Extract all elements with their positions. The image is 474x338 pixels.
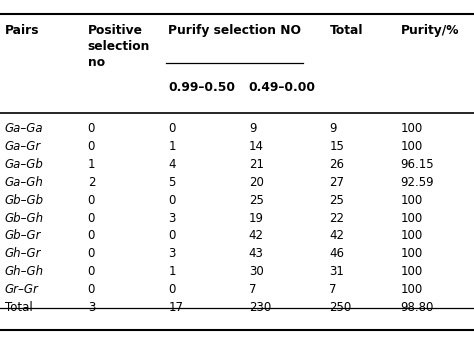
Text: 100: 100 — [401, 194, 423, 207]
Text: 31: 31 — [329, 265, 344, 278]
Text: 0: 0 — [88, 122, 95, 135]
Text: 0: 0 — [88, 230, 95, 242]
Text: 100: 100 — [401, 140, 423, 153]
Text: 0: 0 — [168, 122, 176, 135]
Text: 100: 100 — [401, 122, 423, 135]
Text: Ga–Gr: Ga–Gr — [5, 140, 41, 153]
Text: 98.80: 98.80 — [401, 301, 434, 314]
Text: 21: 21 — [249, 158, 264, 171]
Text: 0: 0 — [88, 212, 95, 224]
Text: Total: Total — [329, 24, 363, 37]
Text: 0: 0 — [88, 194, 95, 207]
Text: 7: 7 — [329, 283, 337, 296]
Text: 0: 0 — [168, 283, 176, 296]
Text: Gb–Gh: Gb–Gh — [5, 212, 44, 224]
Text: 1: 1 — [88, 158, 95, 171]
Text: 20: 20 — [249, 176, 264, 189]
Text: 9: 9 — [249, 122, 256, 135]
Text: 3: 3 — [88, 301, 95, 314]
Text: 0.99–0.50: 0.99–0.50 — [168, 81, 235, 94]
Text: 0.49–0.00: 0.49–0.00 — [249, 81, 316, 94]
Text: 14: 14 — [249, 140, 264, 153]
Text: 26: 26 — [329, 158, 345, 171]
Text: 22: 22 — [329, 212, 345, 224]
Text: Positive
selection
no: Positive selection no — [88, 24, 150, 69]
Text: 0: 0 — [168, 230, 176, 242]
Text: 0: 0 — [168, 194, 176, 207]
Text: 27: 27 — [329, 176, 345, 189]
Text: 0: 0 — [88, 247, 95, 260]
Text: 3: 3 — [168, 247, 176, 260]
Text: 30: 30 — [249, 265, 264, 278]
Text: 19: 19 — [249, 212, 264, 224]
Text: Ga–Gh: Ga–Gh — [5, 176, 44, 189]
Text: 15: 15 — [329, 140, 344, 153]
Text: 25: 25 — [249, 194, 264, 207]
Text: 1: 1 — [168, 140, 176, 153]
Text: 250: 250 — [329, 301, 352, 314]
Text: 3: 3 — [168, 212, 176, 224]
Text: Gb–Gr: Gb–Gr — [5, 230, 41, 242]
Text: 9: 9 — [329, 122, 337, 135]
Text: 7: 7 — [249, 283, 256, 296]
Text: Gb–Gb: Gb–Gb — [5, 194, 44, 207]
Text: Purify selection NO: Purify selection NO — [168, 24, 301, 37]
Text: Ga–Ga: Ga–Ga — [5, 122, 43, 135]
Text: 0: 0 — [88, 265, 95, 278]
Text: 4: 4 — [168, 158, 176, 171]
Text: 0: 0 — [88, 140, 95, 153]
Text: 1: 1 — [168, 265, 176, 278]
Text: Ga–Gb: Ga–Gb — [5, 158, 44, 171]
Text: 100: 100 — [401, 265, 423, 278]
Text: 230: 230 — [249, 301, 271, 314]
Text: 42: 42 — [329, 230, 345, 242]
Text: 43: 43 — [249, 247, 264, 260]
Text: Gr–Gr: Gr–Gr — [5, 283, 38, 296]
Text: 46: 46 — [329, 247, 345, 260]
Text: 92.59: 92.59 — [401, 176, 434, 189]
Text: Pairs: Pairs — [5, 24, 39, 37]
Text: 96.15: 96.15 — [401, 158, 434, 171]
Text: 100: 100 — [401, 283, 423, 296]
Text: Gh–Gr: Gh–Gr — [5, 247, 41, 260]
Text: Purity/%: Purity/% — [401, 24, 459, 37]
Text: 17: 17 — [168, 301, 183, 314]
Text: 5: 5 — [168, 176, 176, 189]
Text: 25: 25 — [329, 194, 344, 207]
Text: 100: 100 — [401, 212, 423, 224]
Text: 100: 100 — [401, 230, 423, 242]
Text: 42: 42 — [249, 230, 264, 242]
Text: 100: 100 — [401, 247, 423, 260]
Text: Gh–Gh: Gh–Gh — [5, 265, 44, 278]
Text: Total: Total — [5, 301, 33, 314]
Text: 0: 0 — [88, 283, 95, 296]
Text: 2: 2 — [88, 176, 95, 189]
